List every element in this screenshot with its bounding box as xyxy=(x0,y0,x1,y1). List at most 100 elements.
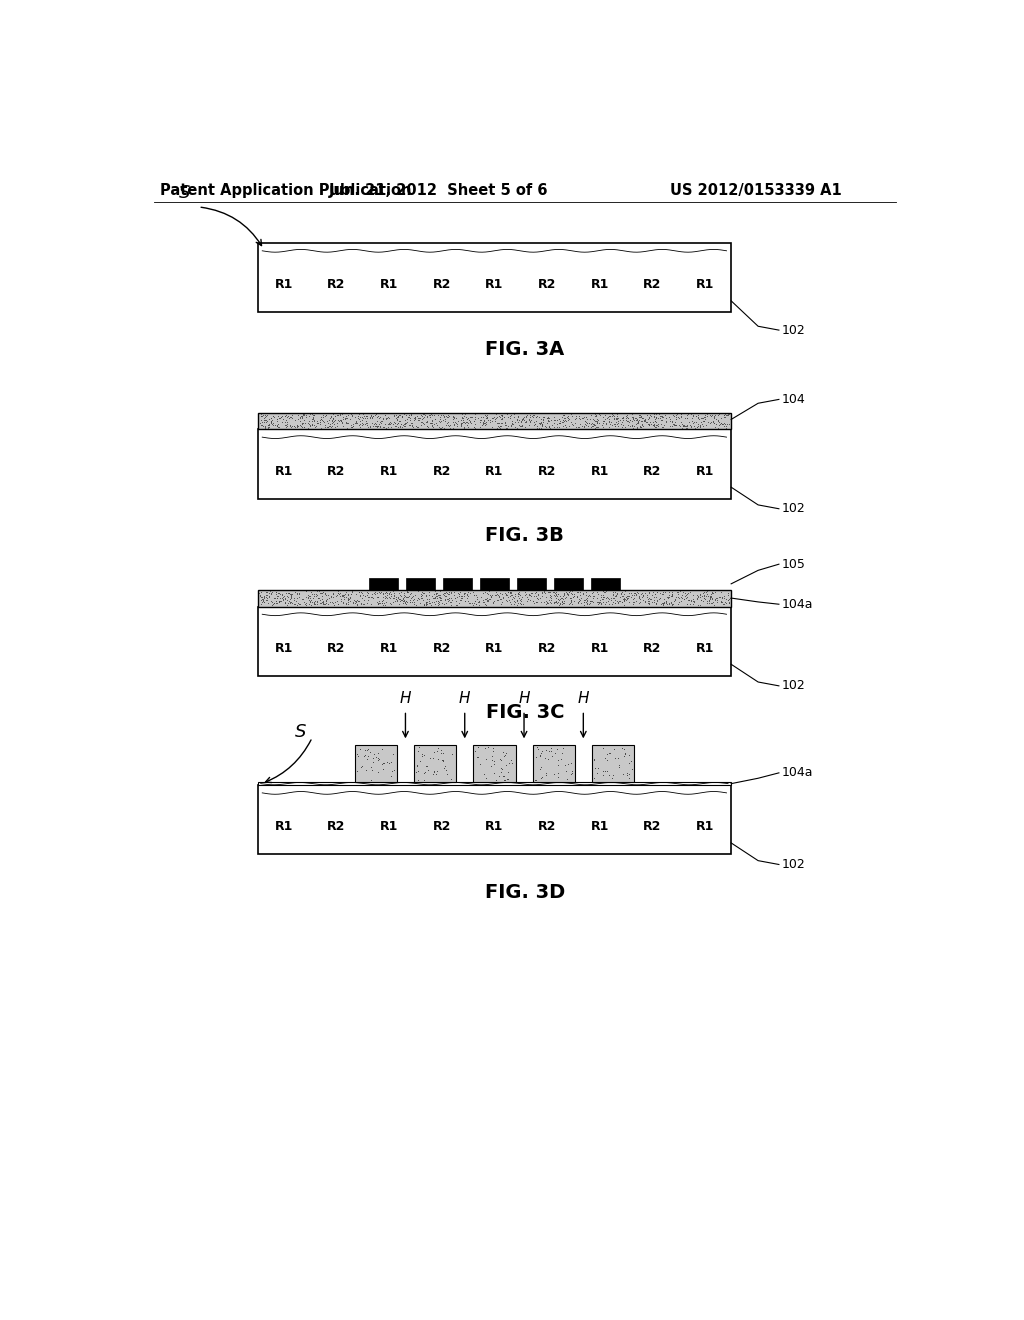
Text: R1: R1 xyxy=(485,820,504,833)
Point xyxy=(583,590,599,611)
Point xyxy=(499,404,515,425)
Point xyxy=(399,408,416,429)
Point xyxy=(472,411,488,432)
Point xyxy=(494,412,510,433)
Point xyxy=(371,748,387,770)
Point xyxy=(530,407,547,428)
Point xyxy=(264,405,281,426)
Point xyxy=(390,587,407,609)
Point xyxy=(388,586,404,607)
Point xyxy=(443,768,460,789)
Point xyxy=(690,594,707,615)
Point xyxy=(684,413,700,434)
Point xyxy=(657,408,674,429)
Point xyxy=(437,593,454,614)
Point xyxy=(478,404,495,425)
Point xyxy=(713,591,729,612)
Point xyxy=(325,582,341,603)
Point xyxy=(306,583,323,605)
Point xyxy=(526,413,543,434)
Point xyxy=(388,416,404,437)
Point xyxy=(455,412,471,433)
Point xyxy=(654,593,671,614)
Point xyxy=(527,582,544,603)
Point xyxy=(344,416,360,437)
Point xyxy=(266,593,283,614)
Text: R1: R1 xyxy=(380,820,398,833)
Point xyxy=(389,590,406,611)
Point xyxy=(352,593,369,614)
Point xyxy=(413,586,429,607)
Point xyxy=(602,405,618,426)
Point xyxy=(253,590,269,611)
Point xyxy=(626,591,642,612)
Point xyxy=(479,407,496,428)
Point xyxy=(587,417,603,438)
Point xyxy=(690,585,707,606)
Point xyxy=(416,770,432,791)
Point xyxy=(392,589,409,610)
Point xyxy=(434,417,451,438)
Point xyxy=(648,593,665,614)
Point xyxy=(366,743,382,764)
Point xyxy=(634,414,650,436)
Point xyxy=(680,582,696,603)
Point xyxy=(271,417,288,438)
Point xyxy=(689,416,706,437)
Point xyxy=(338,412,354,433)
Point xyxy=(303,414,319,436)
Point xyxy=(383,412,399,433)
Text: R2: R2 xyxy=(538,642,556,655)
Point xyxy=(547,743,563,764)
Point xyxy=(298,404,314,425)
Point xyxy=(449,407,465,428)
Point xyxy=(263,411,280,432)
Point xyxy=(357,408,374,429)
Point xyxy=(503,582,519,603)
Point xyxy=(532,417,549,438)
Point xyxy=(625,409,641,430)
Point xyxy=(625,407,641,428)
Point xyxy=(512,583,528,605)
Point xyxy=(332,582,348,603)
Point xyxy=(666,405,682,426)
Point xyxy=(301,585,317,606)
Point xyxy=(331,411,347,432)
Point xyxy=(575,591,592,612)
Point xyxy=(447,412,464,433)
Point xyxy=(696,408,713,429)
Point xyxy=(589,591,605,612)
Point xyxy=(656,414,673,436)
Point xyxy=(506,594,522,615)
Text: R1: R1 xyxy=(695,820,714,833)
Point xyxy=(364,412,380,433)
Point xyxy=(390,587,407,609)
Point xyxy=(370,405,386,426)
Point xyxy=(525,404,542,425)
Point xyxy=(267,582,284,603)
Point xyxy=(679,414,695,436)
Point xyxy=(643,591,659,612)
Point xyxy=(655,582,672,603)
Point xyxy=(451,593,467,614)
Point xyxy=(516,407,532,428)
Point xyxy=(416,413,432,434)
Point xyxy=(551,417,567,438)
Point xyxy=(664,585,680,606)
Point xyxy=(401,583,418,605)
Point xyxy=(562,581,579,602)
Point xyxy=(487,404,504,425)
Point xyxy=(276,414,293,436)
Point xyxy=(608,408,625,429)
Point xyxy=(452,583,468,605)
Point xyxy=(304,411,321,432)
Text: 104a: 104a xyxy=(781,598,813,611)
Point xyxy=(702,586,719,607)
Point xyxy=(313,409,330,430)
Point xyxy=(540,407,556,428)
Point xyxy=(595,417,611,438)
Point xyxy=(273,590,290,611)
Point xyxy=(586,586,602,607)
Point xyxy=(408,409,424,430)
Point xyxy=(549,409,565,430)
